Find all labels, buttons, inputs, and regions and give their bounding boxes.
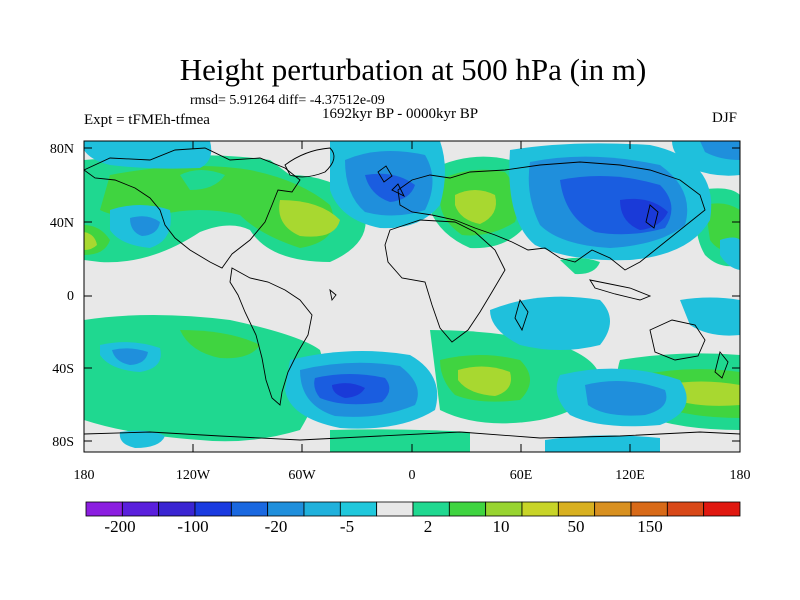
colorbar-swatch — [594, 501, 632, 517]
colorbar-swatch — [412, 501, 450, 517]
colorbar-swatch — [448, 501, 487, 517]
colorbar-swatch — [194, 501, 232, 517]
chart-title: Height perturbation at 500 hPa (in m) — [179, 52, 647, 87]
colorbar-swatch — [630, 501, 668, 517]
colorbar-swatch — [230, 501, 269, 517]
y-tick-label: 40S — [52, 362, 74, 377]
axis-ticks — [83, 141, 741, 452]
colorbar-swatch — [703, 501, 741, 517]
colorbar-swatch — [666, 501, 705, 517]
x-tick-label: 0 — [408, 468, 416, 483]
colorbar-label: -5 — [339, 517, 355, 536]
colorbar-label: 150 — [637, 517, 663, 536]
y-tick-label: 80S — [52, 435, 74, 450]
colorbar-swatch — [521, 501, 559, 517]
x-tick-label: 180 — [73, 468, 95, 483]
x-tick-label: 120W — [175, 468, 211, 483]
x-tick-label: 180 — [729, 468, 751, 483]
colorbar — [85, 501, 741, 517]
y-tick-label: 80N — [49, 142, 74, 157]
x-tick-label: 120E — [615, 468, 645, 483]
negative-anomaly-regions — [84, 141, 740, 452]
colorbar-label: 10 — [492, 517, 510, 536]
x-tick-label: 60W — [288, 468, 316, 483]
x-tick-label: 60E — [509, 468, 533, 483]
y-tick-label: 0 — [67, 289, 74, 304]
colorbar-swatch — [303, 501, 341, 517]
colorbar-swatch — [485, 501, 523, 517]
colorbar-swatch — [121, 501, 160, 517]
colorbar-swatch — [557, 501, 596, 517]
season-label: DJF — [712, 110, 738, 126]
colorbar-label: -200 — [104, 517, 136, 536]
colorbar-label: -20 — [264, 517, 288, 536]
colorbar-swatch — [158, 501, 196, 517]
coastlines — [84, 147, 740, 441]
colorbar-swatch — [339, 501, 378, 517]
period-label: 1692kyr BP - 0000kyr BP — [322, 106, 479, 122]
colorbar-label: -100 — [177, 517, 209, 536]
colorbar-label: 2 — [423, 517, 433, 536]
y-tick-label: 40N — [49, 216, 74, 231]
stats-label: rmsd= 5.91264 diff= -4.37512e-09 — [190, 93, 385, 108]
colorbar-swatch — [85, 501, 123, 517]
experiment-label: Expt = tFMEh-tfmea — [84, 112, 210, 128]
colorbar-label: 50 — [567, 517, 585, 536]
colorbar-swatch — [376, 501, 414, 517]
colorbar-swatch — [267, 501, 305, 517]
